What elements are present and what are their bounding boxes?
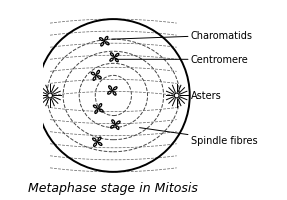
Text: Metaphase stage in Mitosis: Metaphase stage in Mitosis: [28, 182, 198, 194]
Circle shape: [96, 75, 97, 77]
Text: Spindle fibres: Spindle fibres: [139, 128, 257, 145]
Circle shape: [98, 108, 99, 110]
Circle shape: [115, 124, 116, 126]
Text: Charomatids: Charomatids: [111, 31, 253, 41]
Circle shape: [97, 141, 98, 143]
Circle shape: [174, 94, 179, 98]
Text: Asters: Asters: [177, 91, 222, 101]
Text: Centromere: Centromere: [115, 55, 249, 65]
Circle shape: [112, 90, 113, 92]
Circle shape: [48, 94, 53, 98]
Circle shape: [114, 57, 115, 59]
Circle shape: [104, 41, 105, 43]
